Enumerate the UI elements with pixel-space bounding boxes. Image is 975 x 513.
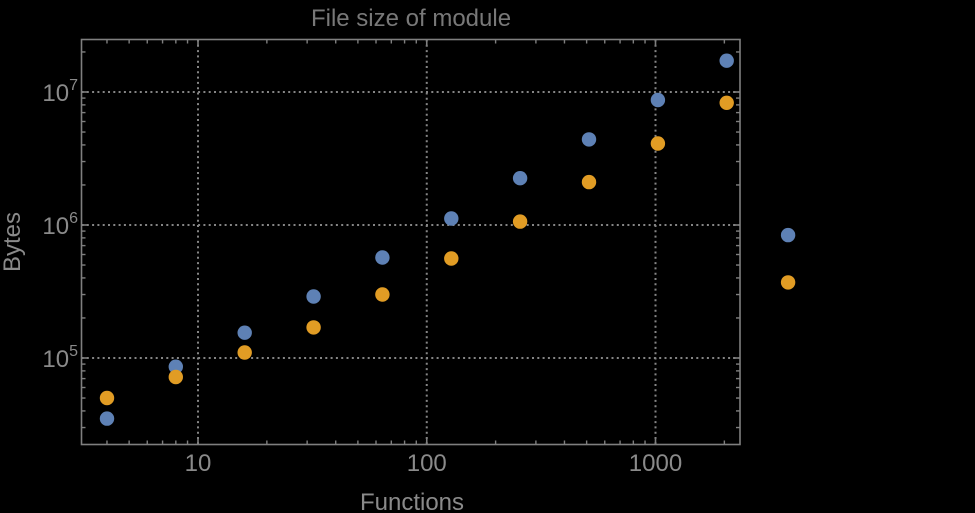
x-tick-label: 100 — [407, 450, 447, 477]
data-point-blue — [237, 325, 252, 340]
data-point-blue — [780, 227, 796, 243]
data-point-blue — [375, 250, 390, 265]
chart-title: File size of module — [311, 5, 511, 32]
data-point-orange — [306, 320, 321, 335]
y-tick-label: 107 — [42, 77, 78, 107]
data-point-orange — [581, 174, 597, 190]
data-point-orange — [512, 214, 528, 229]
data-point-orange — [650, 136, 666, 151]
data-point-orange — [237, 345, 252, 360]
y-tick-label: 105 — [42, 343, 78, 373]
data-point-blue — [99, 411, 115, 426]
x-tick-label: 10 — [185, 450, 212, 477]
data-points — [99, 53, 796, 426]
gridlines — [81, 39, 740, 445]
data-point-blue — [168, 359, 183, 374]
y-tick-label: 106 — [42, 210, 78, 240]
data-point-blue — [650, 92, 666, 108]
data-point-blue — [512, 171, 528, 186]
data-point-orange — [375, 287, 390, 302]
data-point-blue — [306, 289, 321, 304]
x-axis-label: Functions — [360, 489, 464, 513]
data-point-orange — [780, 275, 796, 290]
data-point-blue — [581, 132, 597, 147]
data-point-blue — [719, 53, 734, 68]
x-tick-label: 1000 — [629, 450, 682, 477]
tick-labels: 10 100 1000 105 106 107 — [42, 77, 682, 477]
y-axis-label: Bytes — [0, 212, 26, 272]
plot-frame — [80, 38, 741, 446]
data-point-blue — [444, 211, 459, 226]
data-point-orange — [168, 369, 183, 385]
data-point-orange — [444, 251, 459, 266]
axis-ticks — [81, 39, 740, 445]
data-point-orange — [719, 95, 734, 111]
data-point-orange — [99, 390, 115, 406]
